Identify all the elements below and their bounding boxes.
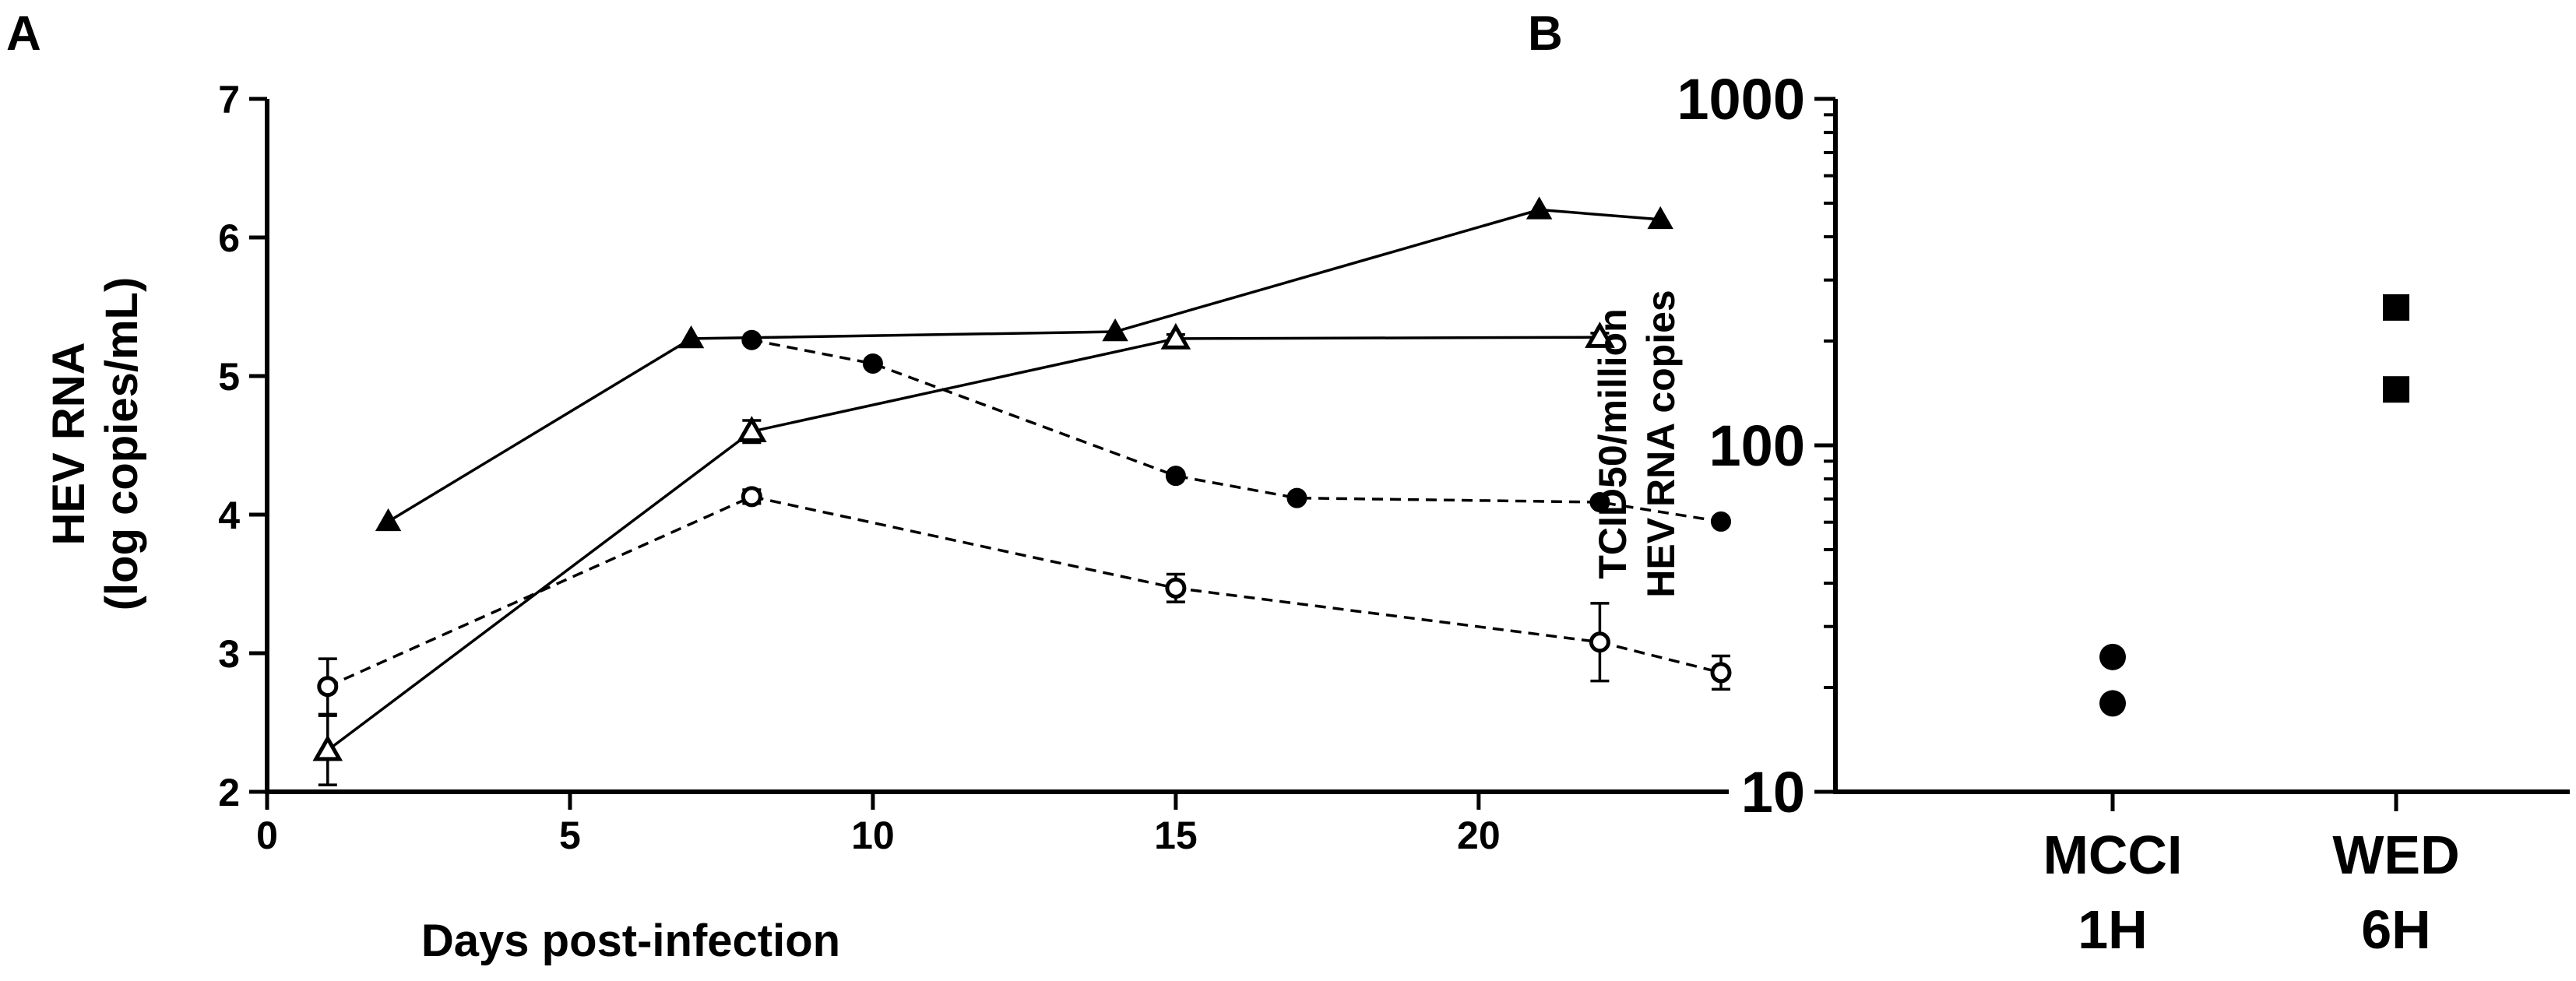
series-line-1 (326, 336, 1600, 751)
y-tick-label: 7 (218, 78, 240, 121)
y-tick-label: 5 (218, 355, 240, 399)
panel-b-label: B (1528, 7, 1563, 61)
panel-b-category-labels: MCCI 1H WED 6H (2043, 792, 2460, 960)
y-tick-label: 10 (1741, 760, 1805, 825)
series-line-2 (751, 339, 1722, 523)
y-tick-label: 100 (1709, 413, 1805, 478)
series-1-point (2383, 294, 2409, 321)
series-2-point (741, 329, 762, 350)
panel-a-y-axis-title-line1: HEV RNA (44, 342, 94, 545)
series-2-point (1711, 511, 1731, 532)
series-1-point (312, 734, 343, 761)
series-3-point (1710, 662, 1732, 684)
series-0-point (1102, 318, 1128, 342)
series-2-point (1286, 487, 1307, 508)
series-1-point (2383, 376, 2409, 403)
category-label-line2: 6H (2361, 899, 2430, 960)
series-line-0 (387, 208, 1661, 523)
series-3-point (317, 676, 339, 698)
series-0-point (2099, 690, 2126, 717)
y-tick-label: 6 (218, 216, 240, 260)
series-2-point (862, 353, 883, 374)
series-2-point (1589, 491, 1610, 512)
panel-b: B 10 100 1000 MCCI 1H WED 6H TCID50/million H… (1528, 7, 2570, 960)
x-tick-label: 10 (851, 814, 895, 857)
panel-a-y-axis-title-line2: (log copies/mL) (97, 277, 147, 611)
panel-a-x-axis-title: Days post-infection (421, 916, 840, 966)
panel-b-y-axis-title-line2: HEV RNA copies (1639, 290, 1683, 597)
series-3-point (1589, 631, 1610, 653)
panel-a-ticks: 0 5 10 15 20 2 3 4 5 6 7 (218, 78, 1500, 857)
x-tick-label: 5 (559, 814, 581, 857)
series-1-point (1585, 322, 1615, 348)
y-tick-label: 4 (218, 494, 240, 537)
panel-a-label: A (6, 7, 41, 61)
panel-b-markers (2099, 294, 2409, 717)
x-tick-label: 0 (256, 814, 278, 857)
series-0-point (1647, 206, 1673, 230)
y-tick-label: 2 (218, 771, 240, 814)
series-2-point (1165, 466, 1186, 487)
x-tick-label: 20 (1457, 814, 1501, 857)
panel-b-ticks: 10 100 1000 (1677, 67, 1835, 825)
series-0-point (677, 325, 705, 349)
panel-a: A 0 5 10 15 20 2 3 4 5 6 7 Days post-infection HEV… (6, 7, 1732, 966)
series-3-point (1165, 577, 1187, 599)
series-0-point (375, 508, 402, 532)
category-label-line2: 1H (2078, 899, 2147, 960)
x-tick-label: 15 (1154, 814, 1198, 857)
series-3-point (741, 486, 762, 508)
panel-a-markers (312, 196, 1732, 761)
category-label-line1: WED (2332, 825, 2459, 885)
series-0-point (1526, 196, 1553, 220)
panel-a-series-lines (326, 208, 1722, 751)
y-tick-label: 1000 (1677, 67, 1805, 132)
category-label-line1: MCCI (2043, 825, 2183, 885)
panel-a-error-bars (318, 332, 1730, 786)
series-1-point (1160, 322, 1191, 350)
panel-b-y-axis-title-line1: TCID50/million (1591, 308, 1635, 578)
series-1-point (737, 416, 767, 442)
series-0-point (2099, 643, 2126, 670)
y-tick-label: 3 (218, 632, 240, 676)
